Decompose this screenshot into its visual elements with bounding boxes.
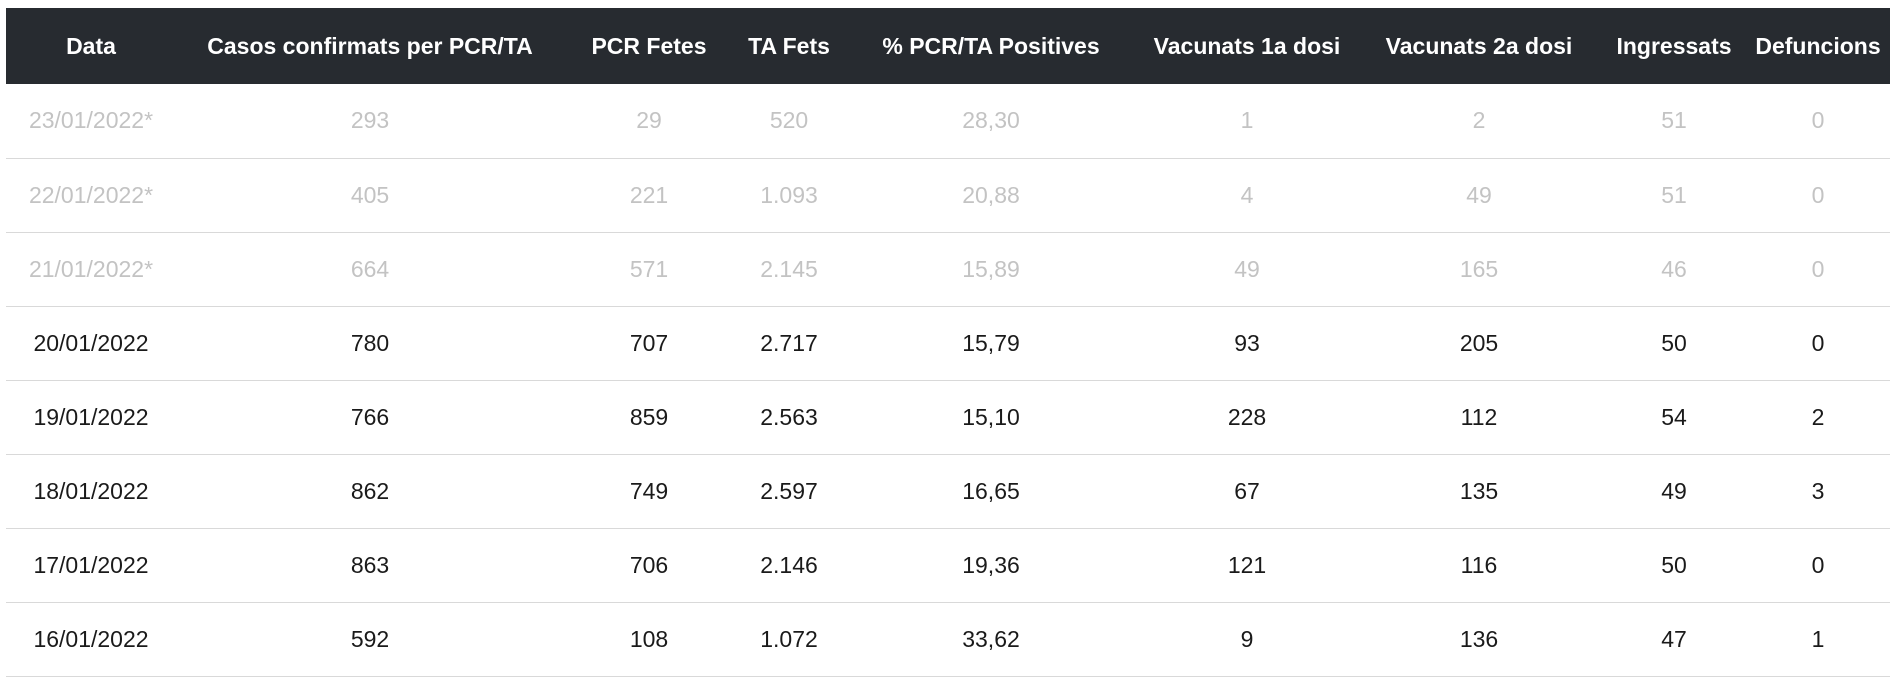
cell-data: 16/01/2022 <box>33 625 149 652</box>
covid-data-table: Data Casos confirmats per PCR/TA PCR Fet… <box>6 8 1890 677</box>
cell-vacunats-1a-dosi: 4 <box>1240 181 1254 208</box>
cell-defuncions: 0 <box>1811 255 1825 282</box>
cell-data: 23/01/2022* <box>28 107 154 134</box>
cell-vacunats-2a-dosi: 136 <box>1459 625 1499 652</box>
cell-ta-fets: 2.563 <box>760 403 818 430</box>
cell-vacunats-2a-dosi: 165 <box>1459 255 1499 282</box>
cell-vacunats-2a-dosi: 116 <box>1460 551 1498 578</box>
cell-ta-fets: 1.093 <box>760 181 818 208</box>
cell-vacunats-1a-dosi: 49 <box>1234 255 1260 282</box>
table-row: 20/01/2022 780 707 2.717 15,79 93 205 50 0 <box>6 306 1890 380</box>
cell-vacunats-2a-dosi: 2 <box>1472 107 1486 134</box>
cell-percent-positives: 19,36 <box>962 551 1020 578</box>
cell-ingressats: 54 <box>1661 403 1687 430</box>
cell-casos-confirmats: 863 <box>350 551 390 578</box>
cell-ingressats: 50 <box>1661 329 1687 356</box>
column-header-ta-fets: TA Fets <box>748 32 830 59</box>
cell-defuncions: 0 <box>1811 107 1825 134</box>
cell-ingressats: 49 <box>1661 477 1687 504</box>
cell-defuncions: 1 <box>1811 625 1825 652</box>
header-row: Data Casos confirmats per PCR/TA PCR Fet… <box>6 8 1890 84</box>
table-row: 19/01/2022 766 859 2.563 15,10 228 112 54 2 <box>6 380 1890 454</box>
cell-ta-fets: 2.146 <box>760 551 818 578</box>
column-header-casos-confirmats: Casos confirmats per PCR/TA <box>207 32 533 59</box>
cell-defuncions: 2 <box>1811 403 1825 430</box>
table-row: 18/01/2022 862 749 2.597 16,65 67 135 49 3 <box>6 454 1890 528</box>
cell-pcr-fetes: 221 <box>629 181 669 208</box>
cell-ingressats: 50 <box>1661 551 1687 578</box>
cell-ta-fets: 2.597 <box>760 477 818 504</box>
cell-ta-fets: 520 <box>769 107 809 134</box>
cell-defuncions: 3 <box>1811 477 1825 504</box>
cell-casos-confirmats: 780 <box>350 329 390 356</box>
cell-pcr-fetes: 707 <box>629 329 669 356</box>
table-row: 17/01/2022 863 706 2.146 19,36 121 116 50 0 <box>6 528 1890 602</box>
cell-data: 22/01/2022* <box>28 181 154 208</box>
column-header-pcr-fetes: PCR Fetes <box>591 32 707 59</box>
cell-pcr-fetes: 108 <box>629 625 669 652</box>
cell-vacunats-2a-dosi: 112 <box>1460 403 1498 430</box>
table-header: Data Casos confirmats per PCR/TA PCR Fet… <box>6 8 1890 84</box>
cell-casos-confirmats: 862 <box>350 477 390 504</box>
cell-percent-positives: 15,79 <box>962 329 1020 356</box>
cell-ingressats: 46 <box>1661 255 1687 282</box>
table-row: 23/01/2022* 293 29 520 28,30 1 2 51 0 <box>6 84 1890 158</box>
column-header-defuncions: Defuncions <box>1755 32 1881 59</box>
cell-percent-positives: 15,89 <box>962 255 1020 282</box>
cell-ingressats: 51 <box>1661 107 1687 134</box>
cell-vacunats-2a-dosi: 135 <box>1459 477 1499 504</box>
table-row: 16/01/2022 592 108 1.072 33,62 9 136 47 1 <box>6 602 1890 676</box>
cell-data: 19/01/2022 <box>33 403 149 430</box>
cell-defuncions: 0 <box>1811 181 1825 208</box>
cell-percent-positives: 20,88 <box>962 181 1020 208</box>
cell-pcr-fetes: 29 <box>636 107 662 134</box>
cell-casos-confirmats: 766 <box>350 403 390 430</box>
table-row: 21/01/2022* 664 571 2.145 15,89 49 165 46 0 <box>6 232 1890 306</box>
column-header-vacunats-2a-dosi: Vacunats 2a dosi <box>1385 32 1573 59</box>
cell-percent-positives: 33,62 <box>962 625 1020 652</box>
cell-ingressats: 47 <box>1661 625 1687 652</box>
cell-vacunats-1a-dosi: 228 <box>1227 403 1267 430</box>
cell-vacunats-2a-dosi: 49 <box>1466 181 1492 208</box>
cell-defuncions: 0 <box>1811 329 1825 356</box>
cell-vacunats-1a-dosi: 93 <box>1234 329 1260 356</box>
column-header-vacunats-1a-dosi: Vacunats 1a dosi <box>1153 32 1341 59</box>
table-row: 22/01/2022* 405 221 1.093 20,88 4 49 51 0 <box>6 158 1890 232</box>
covid-data-table-container: Data Casos confirmats per PCR/TA PCR Fet… <box>6 8 1890 677</box>
cell-defuncions: 0 <box>1811 551 1825 578</box>
column-header-percent-positives: % PCR/TA Positives <box>882 32 1100 59</box>
cell-ta-fets: 2.717 <box>760 329 818 356</box>
cell-data: 21/01/2022* <box>28 255 154 282</box>
cell-data: 17/01/2022 <box>33 551 149 578</box>
cell-vacunats-1a-dosi: 1 <box>1240 107 1254 134</box>
cell-ta-fets: 1.072 <box>760 625 818 652</box>
cell-ingressats: 51 <box>1661 181 1687 208</box>
cell-pcr-fetes: 706 <box>629 551 669 578</box>
cell-casos-confirmats: 664 <box>350 255 390 282</box>
cell-vacunats-1a-dosi: 121 <box>1227 551 1267 578</box>
cell-percent-positives: 28,30 <box>962 107 1020 134</box>
column-header-data: Data <box>66 32 116 59</box>
cell-casos-confirmats: 293 <box>350 107 390 134</box>
table-body: 23/01/2022* 293 29 520 28,30 1 2 51 0 22/01/2022*… <box>6 84 1890 676</box>
cell-data: 20/01/2022 <box>33 329 149 356</box>
cell-percent-positives: 16,65 <box>962 477 1020 504</box>
cell-vacunats-2a-dosi: 205 <box>1459 329 1499 356</box>
cell-casos-confirmats: 405 <box>350 181 390 208</box>
cell-data: 18/01/2022 <box>33 477 149 504</box>
cell-vacunats-1a-dosi: 67 <box>1234 477 1260 504</box>
cell-percent-positives: 15,10 <box>962 403 1020 430</box>
column-header-ingressats: Ingressats <box>1616 32 1732 59</box>
cell-pcr-fetes: 571 <box>629 255 669 282</box>
cell-ta-fets: 2.145 <box>760 255 818 282</box>
cell-pcr-fetes: 859 <box>629 403 669 430</box>
cell-vacunats-1a-dosi: 9 <box>1240 625 1254 652</box>
cell-pcr-fetes: 749 <box>629 477 669 504</box>
cell-casos-confirmats: 592 <box>350 625 390 652</box>
